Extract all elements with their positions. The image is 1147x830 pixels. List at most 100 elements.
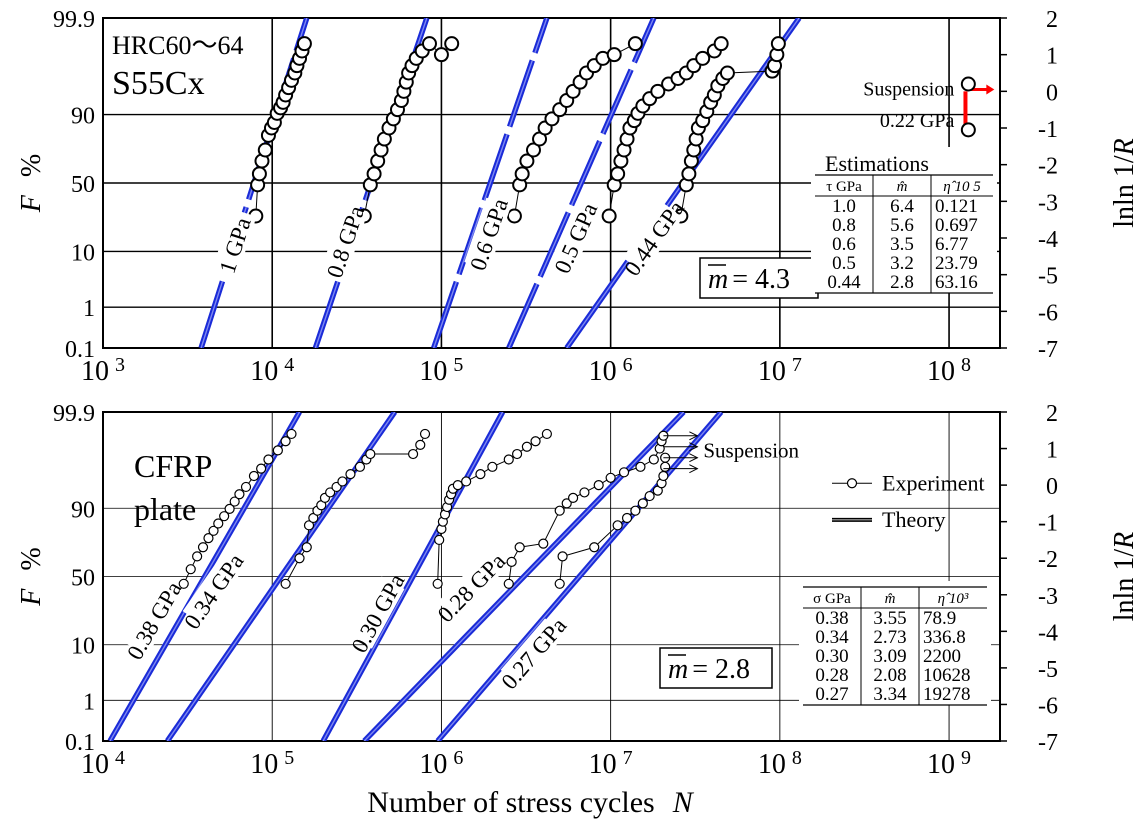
data-point [433, 47, 449, 63]
y-right-tick-label: -5 [1038, 264, 1058, 290]
x-tick-exponent: 8 [961, 354, 971, 376]
data-point [561, 498, 572, 509]
table-header: σ GPa [813, 591, 851, 607]
fit-line-highlight [437, 412, 722, 741]
x-axis-label-text: Number of stress cycles [367, 786, 654, 819]
data-point [366, 166, 382, 182]
table-cell: 0.30 [815, 646, 848, 667]
data-point [503, 454, 514, 465]
data-point [251, 166, 267, 182]
y-left-tick-label: 0.1 [65, 730, 95, 756]
y-right-tick-label: -4 [1038, 620, 1058, 646]
data-point [605, 472, 616, 483]
table-cell: 0.27 [815, 684, 848, 705]
data-point [506, 208, 522, 224]
table-cell: 10628 [923, 665, 971, 686]
y-right-tick-label: 2 [1046, 7, 1058, 33]
table-cell: 5.6 [890, 215, 914, 236]
data-point [407, 448, 419, 460]
y-left-tick-label: 50 [71, 172, 95, 198]
data-point [421, 36, 437, 52]
x-tick-label: 10 5 [250, 747, 294, 780]
x-tick-label: 10 6 [419, 747, 463, 780]
fit-line-highlight [322, 412, 504, 741]
suspension-arrow-head [689, 442, 699, 452]
table-cell: 6.77 [935, 234, 968, 255]
data-point [337, 476, 348, 487]
mean-m-symbol: m [668, 654, 688, 685]
series-label-bg [349, 576, 405, 649]
data-point [589, 542, 600, 553]
table-cell: 3.09 [873, 646, 906, 667]
series-label-bg [182, 555, 243, 626]
table-cell: 2.08 [873, 665, 906, 686]
data-point [294, 553, 305, 564]
series-label: 0.28 GPa [433, 548, 511, 627]
table-header: m̂ [897, 179, 908, 195]
table-cell: 3.34 [873, 684, 907, 705]
mean-m-symbol: m [708, 264, 728, 295]
data-point [354, 461, 366, 472]
table-bg [799, 581, 991, 705]
y-right-tick-label: -7 [1038, 337, 1058, 363]
suspension-arrow-head [689, 453, 699, 463]
x-tick-base: 10 [81, 749, 109, 780]
x-axis-label-var: N [672, 786, 695, 819]
data-point [567, 492, 579, 504]
x-tick-exponent: 5 [453, 354, 463, 376]
data-point [272, 445, 283, 456]
y-left-axis-label: F% [16, 547, 47, 606]
data-point [257, 142, 273, 158]
table-header: η̂ 10³ [938, 591, 969, 607]
suspension-arrow-head [986, 84, 995, 95]
table-header: τ GPa [826, 179, 862, 195]
y-left-tick-label: 1 [83, 689, 95, 715]
table-cell: 0.697 [935, 215, 978, 236]
x-tick-exponent: 8 [792, 747, 802, 769]
y-right-tick-label: -2 [1038, 154, 1058, 180]
x-tick-label: 10 8 [758, 747, 802, 780]
table-cell: 3.2 [890, 253, 914, 274]
bottom-panel: 10 4 10 5 10 6 10 7 10 8 10 90.1110509099.9-7-6-5-4… [16, 401, 1140, 780]
y-left-axis-label: F% [16, 154, 47, 213]
data-point [557, 551, 568, 562]
y-right-tick-label: -5 [1038, 657, 1058, 683]
top-panel: 10 3 10 4 10 5 10 6 10 7 10 80.1110509099.9-7-6-5-4… [16, 7, 1140, 387]
x-axis-label: Number of stress cycles N [367, 786, 694, 819]
x-tick-base: 10 [419, 356, 447, 387]
estimation-table: Estimations τ GPa m̂ η̂ 10 5 1.0 6.4 0.121 0.8 5… [811, 147, 997, 294]
y-right-tick-label: 2 [1046, 401, 1058, 427]
data-point [627, 36, 643, 52]
x-tick-label: 10 3 [81, 354, 125, 387]
data-point [713, 36, 729, 52]
data-point [197, 542, 209, 553]
x-tick-base: 10 [250, 749, 278, 780]
data-connector [508, 435, 664, 584]
data-point [461, 476, 472, 487]
y-left-axis-label-unit: % [16, 154, 47, 177]
y-left-tick-label: 90 [71, 104, 95, 130]
y-left-tick-label: 99.9 [53, 7, 95, 33]
data-point [286, 428, 297, 440]
y-right-axis-label: lnln 1/R [1109, 532, 1140, 621]
x-tick-exponent: 7 [792, 354, 802, 376]
y-left-tick-label: 10 [71, 634, 95, 660]
fit-line-highlight [433, 18, 548, 348]
series-label-bg [321, 204, 368, 278]
y-right-axis-label-var: R [1109, 138, 1140, 156]
table-cell: 6.4 [890, 196, 914, 217]
data-point [519, 153, 535, 169]
data-point [660, 461, 671, 472]
y-left-axis-label-unit: % [16, 547, 47, 570]
y-left-tick-label: 10 [71, 240, 95, 266]
x-tick-base: 10 [589, 356, 617, 387]
x-tick-label: 10 4 [250, 354, 294, 387]
x-tick-exponent: 4 [115, 747, 125, 769]
data-point [601, 208, 617, 224]
data-point [224, 503, 235, 514]
x-tick-label: 10 9 [927, 747, 971, 780]
y-right-tick-label: -2 [1038, 547, 1058, 573]
x-tick-exponent: 6 [453, 747, 463, 769]
legend-experiment-marker [846, 478, 858, 489]
